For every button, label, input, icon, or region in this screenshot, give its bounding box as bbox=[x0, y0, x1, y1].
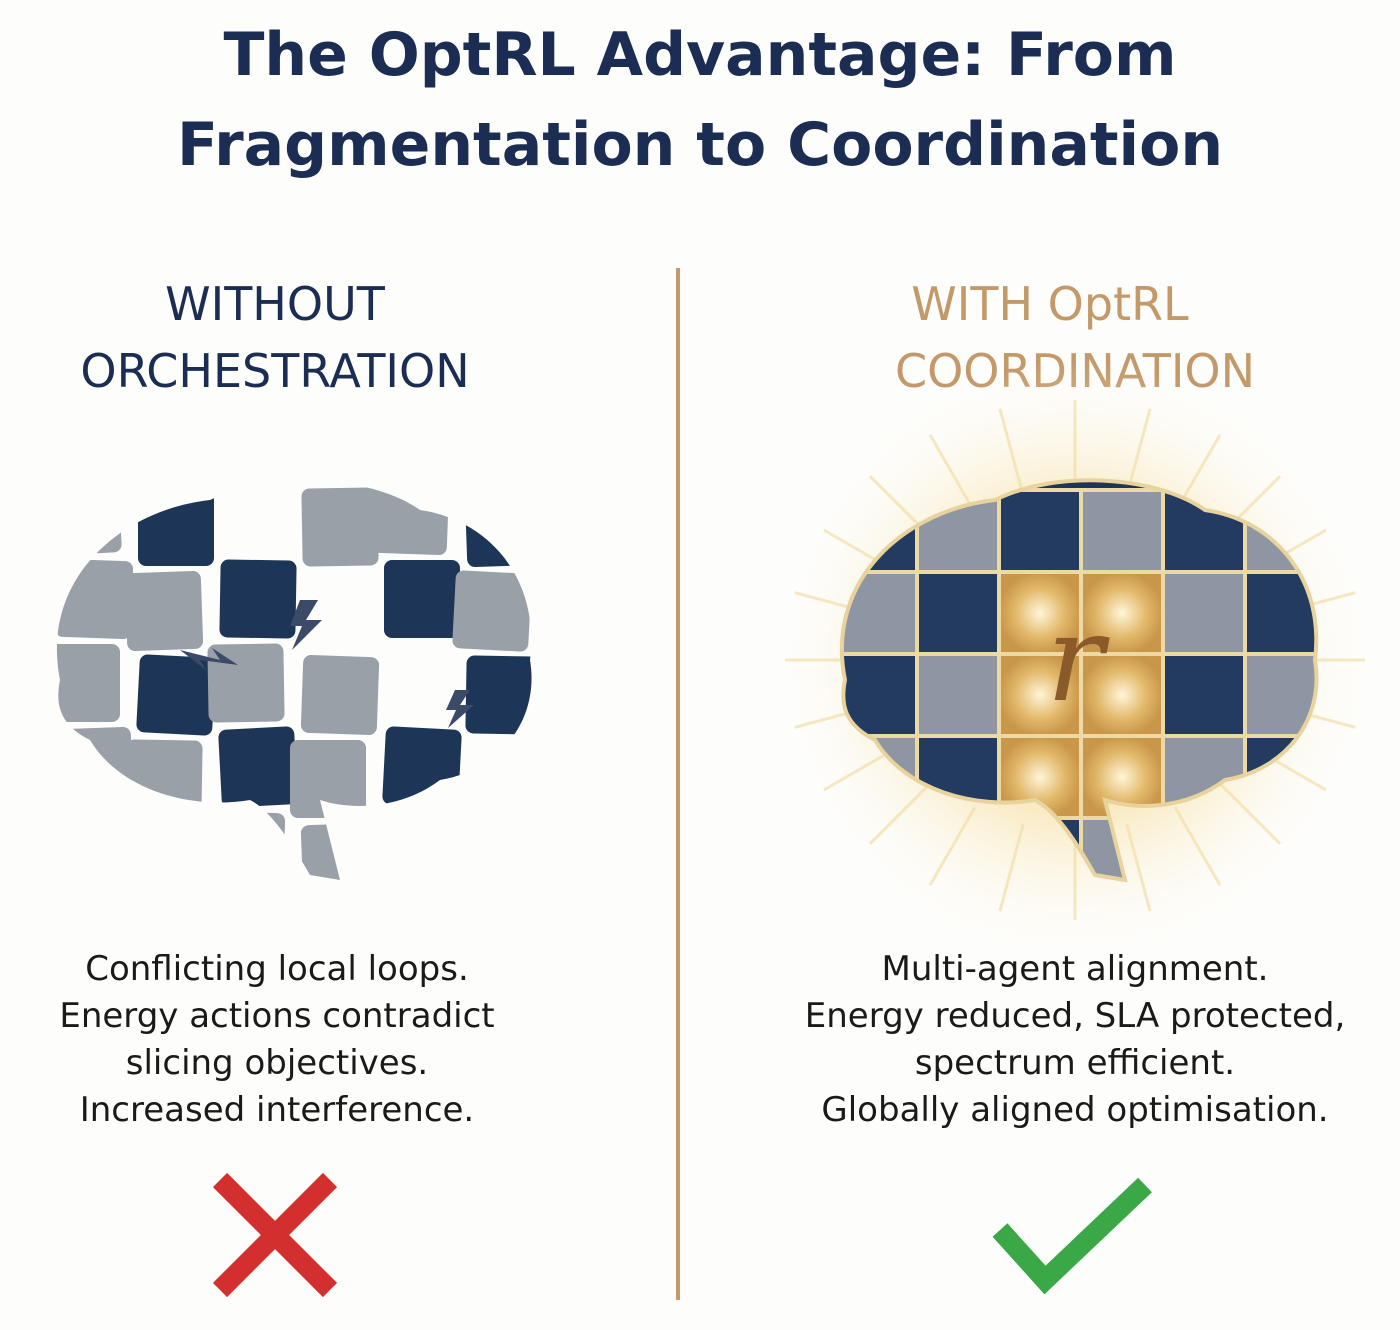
puzzle-piece bbox=[218, 726, 298, 808]
puzzle-piece bbox=[384, 560, 460, 638]
puzzle-piece bbox=[301, 487, 379, 567]
puzzle-piece bbox=[841, 570, 919, 656]
puzzle-piece bbox=[206, 810, 286, 881]
puzzle-piece bbox=[464, 486, 532, 568]
title-line: The OptRL Advantage: From bbox=[223, 20, 1176, 90]
description-line: Increased interference. bbox=[80, 1090, 475, 1130]
optrl-symbol: r bbox=[1046, 590, 1110, 729]
puzzle-piece bbox=[56, 726, 134, 808]
description-line: Globally aligned optimisation. bbox=[821, 1090, 1328, 1130]
puzzle-piece bbox=[1079, 488, 1165, 574]
title-line: Fragmentation to Coordination bbox=[177, 110, 1223, 180]
puzzle-piece bbox=[1243, 570, 1317, 656]
puzzle-piece bbox=[300, 822, 380, 881]
puzzle-piece bbox=[138, 488, 214, 566]
puzzle-piece bbox=[1161, 570, 1247, 656]
ray bbox=[1173, 806, 1222, 886]
cross-icon bbox=[212, 1172, 338, 1298]
description-line: slicing objectives. bbox=[126, 1043, 428, 1083]
puzzle-piece bbox=[915, 570, 1001, 656]
ray bbox=[1215, 779, 1282, 845]
ray bbox=[928, 806, 977, 886]
puzzle-piece bbox=[465, 655, 532, 735]
description-line: Multi-agent alignment. bbox=[882, 949, 1269, 989]
puzzle-piece bbox=[56, 480, 122, 556]
check-icon bbox=[992, 1177, 1152, 1295]
ray bbox=[928, 434, 977, 514]
puzzle-piece bbox=[137, 823, 215, 881]
puzzle-piece bbox=[1079, 570, 1165, 656]
conflict-bolts bbox=[180, 600, 474, 728]
puzzle-piece bbox=[290, 740, 366, 818]
panel-heading: ORCHESTRATION bbox=[80, 344, 469, 398]
puzzle-piece bbox=[136, 654, 216, 736]
puzzle-piece bbox=[464, 822, 532, 881]
ray bbox=[868, 779, 935, 845]
puzzle-piece bbox=[997, 488, 1083, 574]
puzzle-piece bbox=[219, 559, 297, 639]
fragmented-brain bbox=[56, 480, 532, 881]
puzzle-piece bbox=[124, 570, 204, 652]
puzzle-piece bbox=[56, 558, 134, 640]
puzzle-piece bbox=[915, 652, 1001, 738]
puzzle-piece bbox=[56, 644, 120, 722]
panel-heading: WITHOUT bbox=[165, 277, 386, 331]
puzzle-piece bbox=[300, 654, 380, 736]
description-line: Conflicting local loops. bbox=[85, 949, 469, 989]
puzzle-piece bbox=[370, 480, 450, 556]
puzzle-piece bbox=[382, 726, 462, 808]
puzzle-piece bbox=[1161, 652, 1247, 738]
ray bbox=[1125, 823, 1152, 912]
puzzle-piece bbox=[125, 739, 203, 819]
ray bbox=[998, 408, 1025, 497]
description-line: spectrum efficient. bbox=[915, 1043, 1235, 1083]
panel-heading: WITH OptRL bbox=[911, 277, 1189, 331]
ray bbox=[998, 823, 1025, 912]
description-line: Energy reduced, SLA protected, bbox=[805, 996, 1346, 1036]
puzzle-piece bbox=[371, 811, 449, 881]
puzzle-piece bbox=[452, 570, 532, 652]
description-line: Energy actions contradict bbox=[59, 996, 494, 1036]
puzzle-piece bbox=[56, 810, 122, 881]
